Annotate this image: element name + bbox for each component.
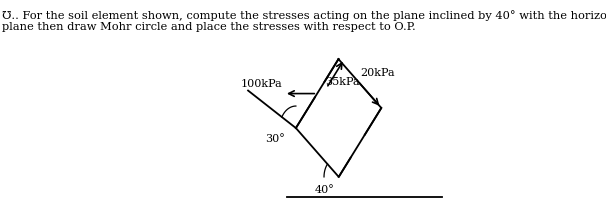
Text: 40°: 40°: [315, 185, 335, 195]
Text: plane then draw Mohr circle and place the stresses with respect to O.P.: plane then draw Mohr circle and place th…: [2, 22, 416, 32]
Text: ℧.. For the soil element shown, compute the stresses acting on the plane incline: ℧.. For the soil element shown, compute …: [2, 10, 606, 21]
Text: 35kPa: 35kPa: [325, 77, 359, 87]
Text: 100kPa: 100kPa: [241, 79, 282, 89]
Text: 20kPa: 20kPa: [361, 68, 395, 78]
Text: 30°: 30°: [265, 134, 285, 144]
